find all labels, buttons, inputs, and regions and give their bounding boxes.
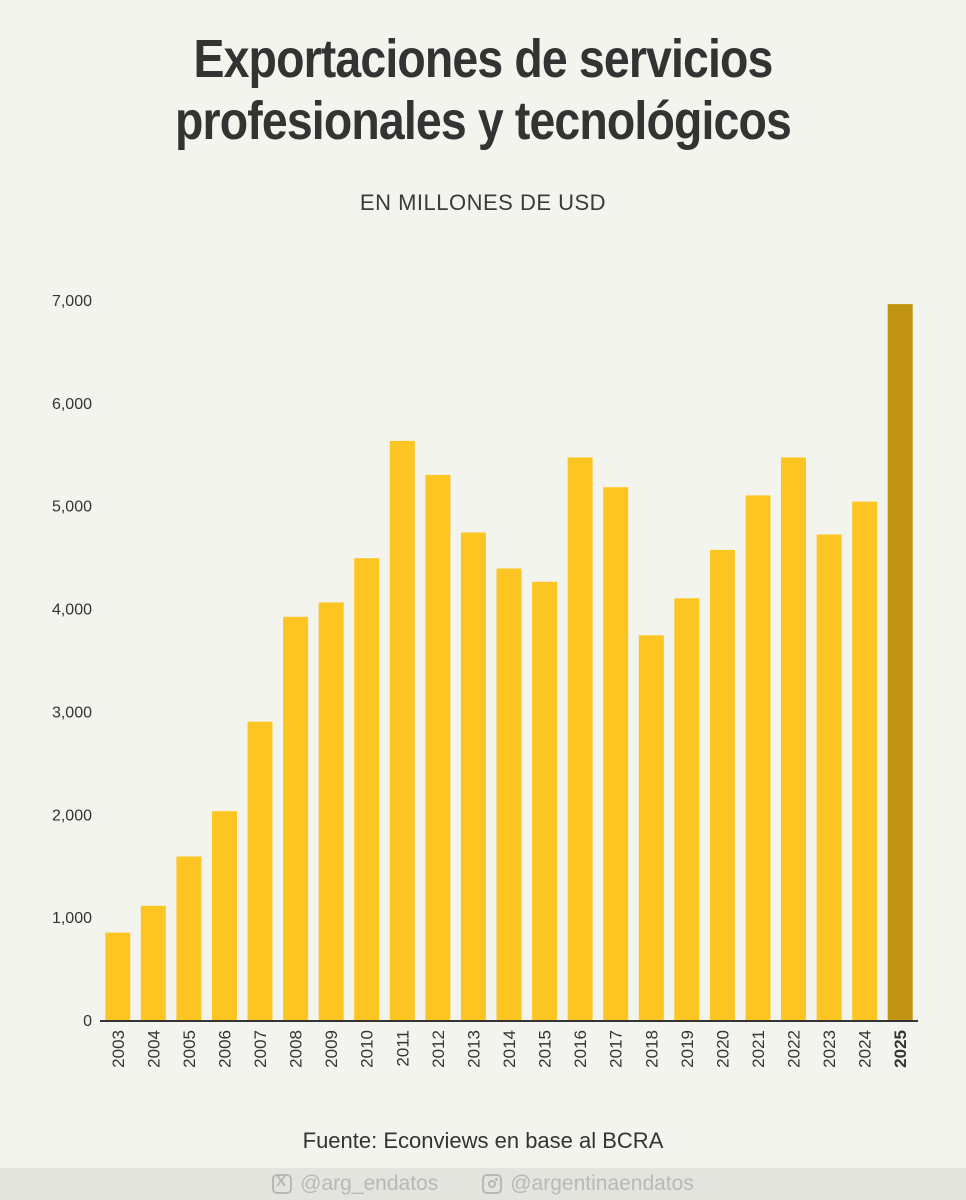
bar-2021 bbox=[745, 495, 771, 1020]
x-tick-label-2020: 2020 bbox=[713, 1030, 732, 1068]
x-tick-label-2013: 2013 bbox=[464, 1030, 483, 1068]
y-axis: 0 1,000 2,000 3,000 4,000 5,000 6,000 7,000 bbox=[52, 293, 92, 1030]
x-tick-label-2022: 2022 bbox=[785, 1030, 804, 1068]
bar-2025 bbox=[887, 304, 913, 1021]
bar-2015 bbox=[532, 581, 558, 1020]
x-tick-label-2009: 2009 bbox=[322, 1030, 341, 1068]
bar-2009 bbox=[318, 602, 344, 1020]
bar-2019 bbox=[674, 598, 700, 1020]
x-axis: 2003 2004 2005 2006 2007 2008 2009 2010 2011 2012… bbox=[100, 1020, 918, 1068]
twitter-handle[interactable]: @arg_endatos bbox=[272, 1172, 438, 1196]
bar-2018 bbox=[638, 635, 664, 1020]
bar-2003 bbox=[105, 932, 131, 1020]
x-tick-label-2025: 2025 bbox=[891, 1030, 910, 1068]
bar-2006 bbox=[212, 811, 237, 1020]
bar-2017 bbox=[603, 487, 629, 1020]
x-tick-label-2015: 2015 bbox=[536, 1030, 555, 1068]
instagram-handle-text: @argentinaendatos bbox=[510, 1172, 694, 1195]
bar-2005 bbox=[176, 856, 202, 1020]
y-tick-label: 1,000 bbox=[52, 910, 92, 927]
chart-title: Exportaciones de servicios profesionales… bbox=[68, 28, 899, 152]
x-tick-label-2023: 2023 bbox=[820, 1030, 839, 1068]
bars bbox=[105, 304, 913, 1021]
bar-2014 bbox=[496, 568, 522, 1020]
bar-2007 bbox=[247, 721, 273, 1020]
bar-2008 bbox=[283, 616, 309, 1020]
bar-2013 bbox=[460, 532, 486, 1020]
bar-2012 bbox=[425, 474, 451, 1020]
bar-chart: 0 1,000 2,000 3,000 4,000 5,000 6,000 7,000 200… bbox=[52, 293, 918, 1068]
footer-bar: @arg_endatos @argentinaendatos bbox=[0, 1168, 966, 1200]
instagram-handle[interactable]: @argentinaendatos bbox=[482, 1172, 694, 1196]
x-tick-label-2021: 2021 bbox=[749, 1030, 768, 1068]
bar-2004 bbox=[140, 905, 166, 1020]
x-tick-label-2005: 2005 bbox=[180, 1030, 199, 1068]
bar-2023 bbox=[816, 534, 842, 1020]
y-tick-label: 7,000 bbox=[52, 293, 92, 310]
bar-2016 bbox=[567, 457, 593, 1020]
bar-2022 bbox=[781, 457, 806, 1020]
x-tick-label-2004: 2004 bbox=[144, 1030, 163, 1068]
title-line-2: profesionales y tecnológicos bbox=[175, 91, 792, 151]
y-tick-label: 3,000 bbox=[52, 704, 92, 721]
x-tick-label-2017: 2017 bbox=[607, 1030, 626, 1068]
x-tick-label-2011: 2011 bbox=[393, 1030, 412, 1067]
x-tick-label-2012: 2012 bbox=[429, 1030, 448, 1068]
y-tick-label: 0 bbox=[83, 1013, 92, 1030]
y-tick-label: 6,000 bbox=[52, 396, 92, 413]
y-tick-label: 2,000 bbox=[52, 807, 92, 824]
y-tick-label: 5,000 bbox=[52, 499, 92, 516]
x-tick-label-2010: 2010 bbox=[358, 1030, 377, 1068]
x-twitter-icon bbox=[272, 1173, 293, 1194]
chart-subtitle: EN MILLONES DE USD bbox=[359, 190, 607, 215]
bar-2020 bbox=[709, 549, 735, 1020]
bar-2010 bbox=[354, 558, 380, 1020]
bar-2024 bbox=[852, 501, 878, 1021]
twitter-handle-text: @arg_endatos bbox=[300, 1172, 439, 1195]
x-tick-label-2018: 2018 bbox=[642, 1030, 661, 1068]
y-tick-label: 4,000 bbox=[52, 602, 92, 619]
x-tick-label-2024: 2024 bbox=[856, 1030, 875, 1068]
bar-2011 bbox=[389, 440, 415, 1020]
x-tick-label-2014: 2014 bbox=[500, 1030, 519, 1068]
title-line-1: Exportaciones de servicios bbox=[193, 29, 773, 89]
x-tick-label-2016: 2016 bbox=[571, 1030, 590, 1068]
x-tick-label-2007: 2007 bbox=[251, 1030, 270, 1068]
x-tick-label-2019: 2019 bbox=[678, 1030, 697, 1068]
source-note: Fuente: Econviews en base al BCRA bbox=[302, 1128, 664, 1153]
instagram-icon bbox=[482, 1174, 503, 1194]
x-tick-label-2003: 2003 bbox=[109, 1030, 128, 1068]
x-tick-label-2008: 2008 bbox=[287, 1030, 306, 1068]
x-tick-label-2006: 2006 bbox=[215, 1030, 234, 1068]
